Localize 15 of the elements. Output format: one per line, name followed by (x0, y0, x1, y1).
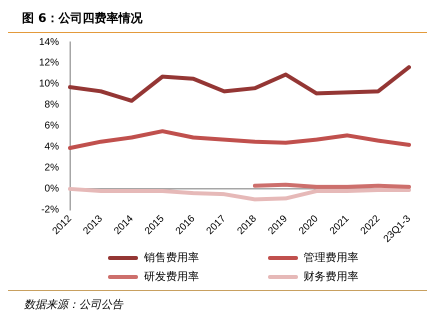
y-tick-label: 4% (44, 142, 60, 153)
y-tick-label: -2% (41, 204, 60, 216)
y-tick-label: 2% (44, 162, 60, 174)
y-tick-label: 6% (44, 120, 60, 132)
legend-label: 销售费用率 (144, 250, 199, 265)
y-tick-label: 14% (39, 36, 60, 48)
chart-title: 图 6：公司四费率情况 (8, 8, 427, 33)
y-tick-label: 0% (44, 184, 60, 195)
legend-label: 研发费用率 (144, 269, 199, 284)
y-tick-label: 8% (44, 100, 60, 111)
legend-label: 财务费用率 (304, 269, 358, 284)
y-tick-label: 10% (39, 78, 60, 90)
y-tick-label: 12% (39, 58, 60, 69)
source-note: 数据来源：公司公告 (23, 297, 124, 312)
legend-label: 管理费用率 (304, 250, 358, 265)
